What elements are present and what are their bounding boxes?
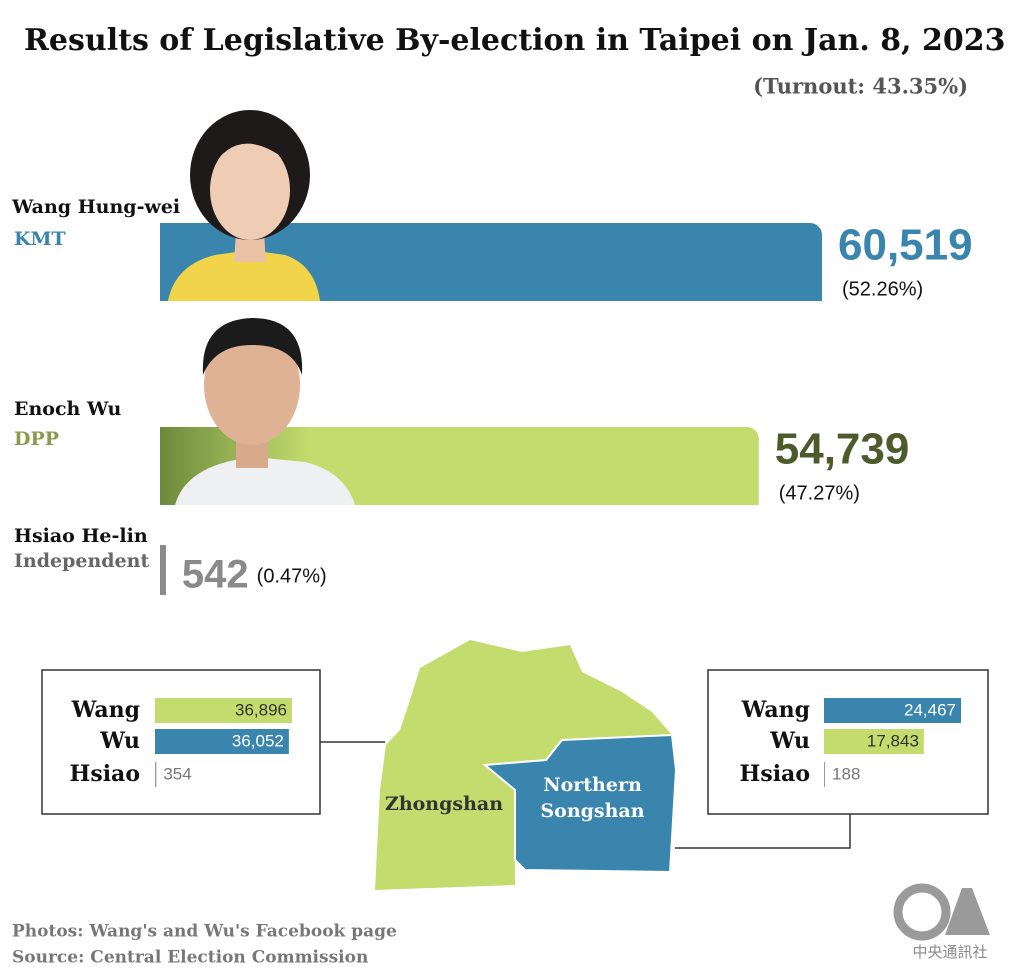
footnote: Source: Central Election Commission xyxy=(12,948,368,968)
connector xyxy=(675,814,851,849)
value-label: 188 xyxy=(832,764,860,783)
percent-label: (47.27%) xyxy=(779,482,860,504)
logo-text: 中央通訊社 xyxy=(912,944,987,961)
subtitle: (Turnout: 43.35%) xyxy=(753,74,968,99)
candidate-name: Hsiao He-lin xyxy=(14,525,148,547)
value-label: 542 xyxy=(182,553,249,597)
candidate-name: Wang xyxy=(71,697,140,723)
district-label-box: Northern Songshan xyxy=(540,774,645,822)
value-label: 54,739 xyxy=(775,425,910,474)
portrait xyxy=(175,318,355,505)
bar xyxy=(824,729,924,754)
percent-label: (0.47%) xyxy=(257,565,327,587)
bar xyxy=(160,545,166,595)
party: DPP xyxy=(14,428,59,450)
party: KMT xyxy=(14,228,66,250)
candidate-name: Hsiao xyxy=(70,761,140,787)
footnote: Photos: Wang's and Wu's Facebook page xyxy=(12,922,397,942)
district-label: Zhongshan xyxy=(385,793,503,815)
bar xyxy=(824,762,826,787)
candidate-name: Wu xyxy=(769,728,810,754)
bar xyxy=(155,698,292,723)
value-label: 354 xyxy=(163,764,191,783)
bar xyxy=(155,762,157,787)
candidate-name: Wu xyxy=(99,728,140,754)
percent-label: (52.26%) xyxy=(842,278,923,300)
logo: 中央通訊社 xyxy=(893,883,990,961)
value-label: 60,519 xyxy=(838,221,973,270)
candidate-name: Wang Hung-wei xyxy=(11,196,180,218)
candidate-name: Wang xyxy=(741,697,810,723)
portrait xyxy=(168,110,320,301)
value-label: 36,052 xyxy=(232,731,284,750)
bar xyxy=(160,223,822,301)
bar xyxy=(824,698,961,723)
value-label: 36,896 xyxy=(235,700,287,719)
candidate-name: Enoch Wu xyxy=(14,398,122,420)
district-songshan xyxy=(482,733,678,874)
district-label: Northern Songshan xyxy=(540,774,645,822)
value-label: 17,843 xyxy=(867,731,919,750)
title: Results of Legislative By-election in Ta… xyxy=(24,23,1005,58)
bar xyxy=(155,729,289,754)
candidate-name: Hsiao xyxy=(740,761,810,787)
district-zhongshan xyxy=(375,640,672,890)
value-label: 24,467 xyxy=(904,700,956,719)
party: Independent xyxy=(14,550,149,572)
